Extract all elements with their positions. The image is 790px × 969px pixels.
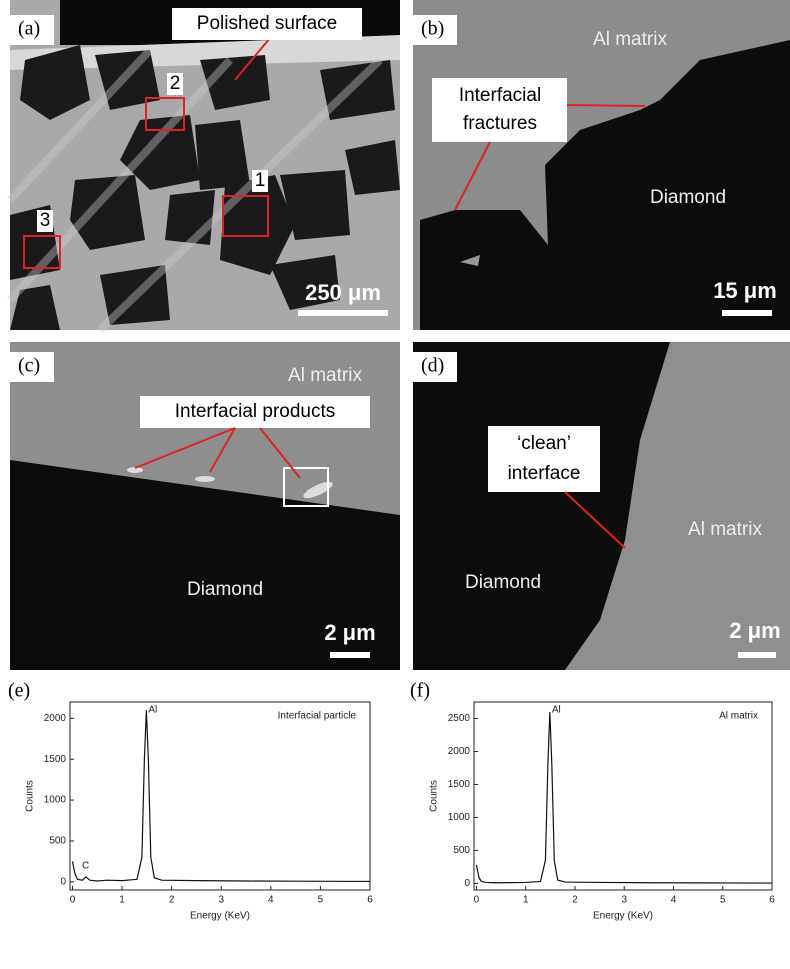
panel-d: (d) ‘clean’ interface Al matrix Diamond … [413, 342, 790, 670]
scale-bar-label: 2 μm [324, 620, 375, 645]
panel-label: (c) [18, 355, 40, 377]
panel-label: (e) [8, 680, 30, 702]
panel-label: (f) [410, 680, 430, 702]
region-label: 1 [255, 170, 266, 191]
y-tick-label: 2000 [448, 746, 471, 757]
y-tick-label: 0 [464, 878, 470, 889]
region-label: 2 [170, 73, 181, 94]
x-tick-label: 4 [268, 895, 274, 906]
y-tick-label: 2000 [44, 713, 67, 724]
x-tick-label: 2 [169, 895, 175, 906]
matrix-label: Al matrix [288, 365, 362, 386]
x-tick-label: 3 [621, 895, 627, 906]
region-label: 3 [40, 210, 51, 231]
callout: fractures [463, 113, 537, 134]
plot-frame [70, 702, 370, 890]
y-tick-label: 1500 [44, 754, 67, 765]
diamond-label: Diamond [650, 187, 726, 208]
page: {"panels":{ "a":{"label":"(a)","callout"… [0, 0, 790, 964]
x-axis-label: Energy (KeV) [593, 911, 653, 922]
panel-c: (c) Al matrix Interfacial products Diamo… [10, 342, 400, 670]
scale-bar-label: 15 μm [713, 278, 777, 303]
chart-title: Interfacial particle [278, 711, 357, 722]
x-tick-label: 6 [769, 895, 775, 906]
scale-bar-label: 2 μm [729, 618, 780, 643]
panel-label: (d) [421, 355, 444, 377]
plot-frame [474, 702, 772, 890]
chart-title: Al matrix [719, 711, 758, 722]
y-tick-label: 0 [60, 876, 66, 887]
x-tick-label: 5 [318, 895, 324, 906]
panel-b: (b) Al matrix Interfacial fractures Diam… [413, 0, 790, 330]
callout: Interfacial [459, 85, 541, 106]
x-tick-label: 0 [70, 895, 76, 906]
y-tick-label: 2500 [448, 713, 471, 724]
y-axis-label: Counts [25, 780, 36, 812]
spectrum-line [72, 710, 370, 881]
x-tick-label: 6 [367, 895, 373, 906]
x-tick-label: 1 [119, 895, 125, 906]
peak-label: Al [148, 705, 157, 716]
callout: ‘clean’ [517, 433, 571, 454]
x-tick-label: 1 [523, 895, 529, 906]
x-tick-label: 0 [474, 895, 480, 906]
matrix-label: Al matrix [593, 29, 667, 50]
callout: interface [508, 463, 581, 484]
y-tick-label: 500 [49, 836, 66, 847]
panel-label: (a) [18, 18, 40, 40]
x-axis-label: Energy (KeV) [190, 911, 250, 922]
figure: (a) Polished surface 2 1 3 250 μm (b) Al… [0, 0, 790, 964]
y-axis-label: Counts [429, 780, 440, 812]
callout: Polished surface [197, 13, 337, 34]
x-tick-label: 2 [572, 895, 578, 906]
y-tick-label: 1500 [448, 779, 471, 790]
diamond-label: Diamond [465, 572, 541, 593]
y-tick-label: 1000 [44, 795, 67, 806]
peak-label: Al [552, 705, 561, 716]
scale-bar-label: 250 μm [305, 280, 381, 305]
spectrum-line [476, 712, 772, 883]
peak-label: C [82, 861, 89, 872]
x-tick-label: 3 [218, 895, 224, 906]
callout: Interfacial products [175, 401, 336, 422]
x-tick-label: 5 [720, 895, 726, 906]
panel-label: (b) [421, 18, 444, 40]
panel-a: (a) Polished surface 2 1 3 250 μm [10, 0, 400, 330]
diamond-label: Diamond [187, 579, 263, 600]
matrix-label: Al matrix [688, 519, 762, 540]
y-tick-label: 1000 [448, 812, 471, 823]
y-tick-label: 500 [453, 845, 470, 856]
x-tick-label: 4 [671, 895, 677, 906]
